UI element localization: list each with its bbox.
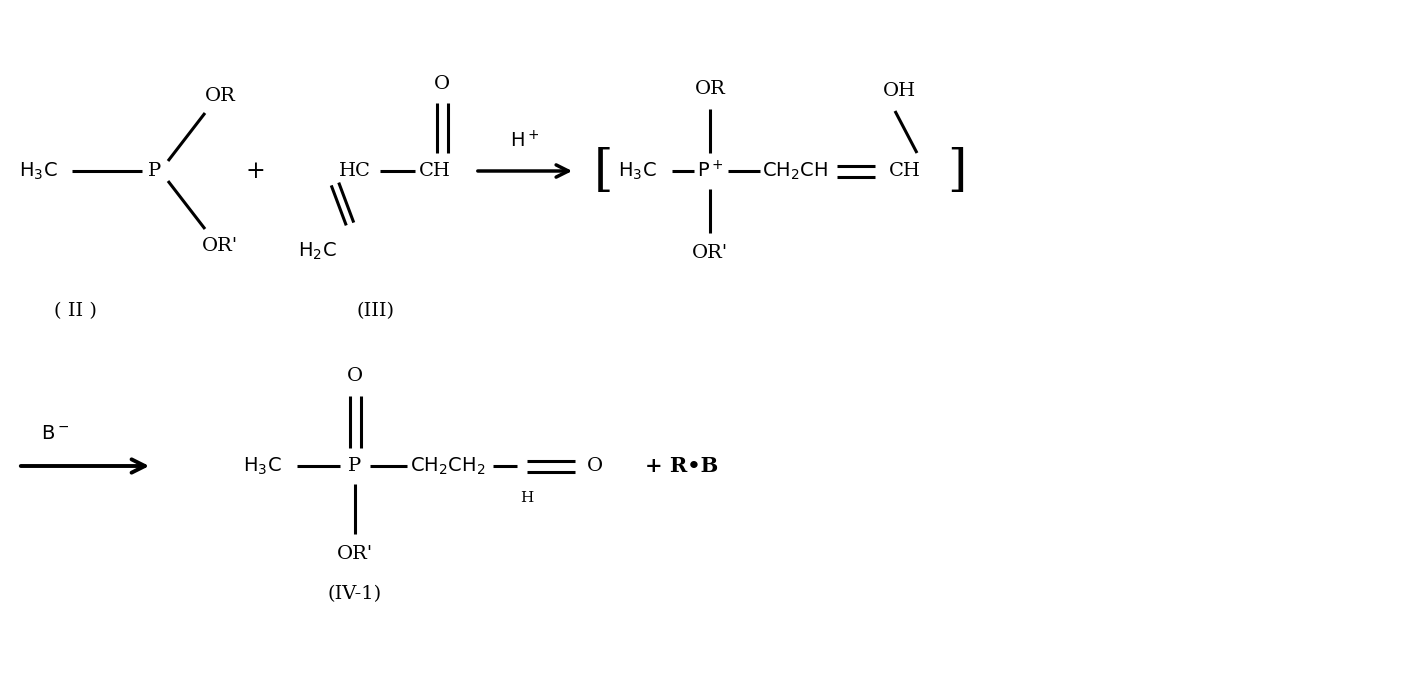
Text: P: P (349, 457, 361, 475)
Text: OR: OR (695, 80, 726, 98)
Text: $\mathrm{H_3C}$: $\mathrm{H_3C}$ (18, 160, 57, 182)
Text: ]: ] (947, 146, 967, 195)
Text: O: O (347, 367, 363, 385)
Text: OR': OR' (202, 237, 238, 255)
Text: $\mathrm{H_2C}$: $\mathrm{H_2C}$ (297, 240, 336, 262)
Text: $\mathrm{CH_2CH_2}$: $\mathrm{CH_2CH_2}$ (410, 456, 486, 477)
Text: $\mathrm{H_3C}$: $\mathrm{H_3C}$ (242, 456, 282, 477)
Text: (III): (III) (356, 302, 394, 320)
Text: $\mathrm{H^+}$: $\mathrm{H^+}$ (510, 130, 539, 152)
Text: H: H (520, 491, 534, 505)
Text: +: + (245, 159, 265, 183)
Text: $\mathrm{P^+}$: $\mathrm{P^+}$ (696, 160, 723, 182)
Text: ( II ): ( II ) (53, 302, 97, 320)
Text: P: P (149, 162, 161, 180)
Text: O: O (587, 457, 602, 475)
Text: OH: OH (883, 82, 916, 100)
Text: OR: OR (205, 87, 235, 105)
Text: O: O (434, 75, 450, 93)
Text: $\mathrm{CH_2CH}$: $\mathrm{CH_2CH}$ (762, 160, 828, 182)
Text: [: [ (593, 146, 612, 195)
Text: $\mathrm{H_3C}$: $\mathrm{H_3C}$ (618, 160, 656, 182)
Text: CH: CH (419, 162, 451, 180)
Text: + R•B: + R•B (646, 456, 719, 476)
Text: CH: CH (890, 162, 920, 180)
Text: $\mathrm{B^-}$: $\mathrm{B^-}$ (41, 425, 69, 443)
Text: OR': OR' (336, 545, 373, 563)
Text: OR': OR' (692, 244, 729, 262)
Text: (IV-1): (IV-1) (328, 585, 382, 603)
Text: HC: HC (339, 162, 371, 180)
